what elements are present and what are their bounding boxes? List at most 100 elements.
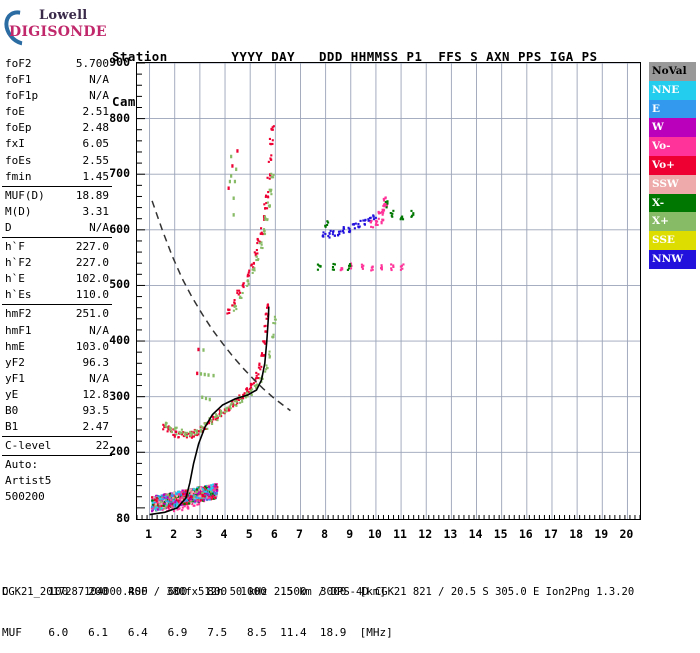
legend-item-nnw[interactable]: NNW (649, 249, 696, 269)
data-point (350, 264, 353, 267)
data-point (236, 149, 239, 153)
data-point (183, 433, 186, 436)
data-point (271, 128, 274, 131)
data-point (232, 196, 235, 200)
data-point (191, 490, 195, 494)
data-point (210, 484, 213, 487)
data-point (189, 502, 193, 505)
data-point (206, 427, 209, 430)
data-point (389, 211, 392, 215)
data-point (180, 428, 183, 431)
data-point (207, 373, 210, 377)
data-point (162, 428, 165, 431)
logo-lowell-text: Lowell (39, 8, 88, 23)
data-point (181, 489, 184, 492)
x-axis-label: 3 (195, 527, 203, 541)
data-point (197, 433, 200, 436)
data-point (151, 510, 154, 513)
legend-item-w[interactable]: W (649, 118, 696, 138)
param-separator (2, 237, 112, 239)
data-point (399, 268, 402, 271)
data-point (270, 127, 273, 130)
data-point (370, 269, 373, 272)
data-point (412, 213, 415, 216)
data-point (192, 504, 195, 507)
legend-item-x-[interactable]: X+ (649, 212, 696, 232)
data-point (175, 498, 178, 501)
legend-item-x-[interactable]: X- (649, 193, 696, 213)
data-point (172, 495, 175, 498)
data-series (162, 303, 270, 439)
legend-item-nne[interactable]: NNE (649, 80, 696, 100)
data-point (255, 374, 258, 377)
data-point (262, 340, 265, 343)
data-point (233, 399, 236, 402)
data-point (242, 393, 245, 396)
data-point (390, 263, 393, 266)
data-point (360, 263, 363, 266)
data-point (252, 382, 255, 385)
data-point (342, 227, 346, 230)
data-point (252, 266, 255, 269)
data-point (164, 498, 167, 501)
data-point (174, 501, 177, 504)
x-axis-label: 19 (594, 527, 609, 541)
data-point (192, 488, 195, 491)
data-point (363, 223, 366, 226)
data-point (160, 494, 163, 497)
y-axis-label: 200 (109, 444, 130, 459)
distance-row: D 100 200 400 600 800 1000 1500 3000 [km… (2, 585, 387, 599)
x-axis-label: 2 (170, 527, 178, 541)
data-point (208, 484, 211, 487)
data-point (162, 505, 165, 509)
param-label: D (5, 220, 12, 234)
data-point (170, 499, 173, 502)
data-point (194, 488, 197, 491)
data-point (187, 490, 191, 493)
data-point (347, 226, 350, 229)
data-point (196, 498, 199, 501)
x-axis-label: 20 (619, 527, 634, 541)
data-point (161, 507, 164, 510)
ionogram-plot[interactable] (136, 62, 641, 520)
data-point (272, 176, 275, 179)
data-point (380, 222, 383, 225)
data-point (380, 220, 383, 224)
lowell-digisonde-logo: Lowell DIGISONDE (0, 3, 107, 53)
param-label: foEs (5, 153, 32, 167)
data-point (219, 409, 223, 412)
data-point (348, 227, 351, 231)
legend-item-vo-[interactable]: Vo- (649, 137, 696, 156)
data-point (176, 499, 179, 502)
data-point (205, 496, 208, 499)
data-series (164, 315, 277, 437)
data-point (264, 207, 267, 210)
data-point (244, 396, 247, 399)
data-point (205, 427, 208, 430)
data-point (359, 219, 362, 222)
data-point (270, 188, 273, 191)
data-point (159, 500, 163, 503)
data-point (212, 483, 215, 486)
legend-item-noval[interactable]: NoVal (649, 62, 696, 81)
data-point (195, 490, 198, 493)
param-label: foE (5, 105, 25, 119)
data-point (203, 490, 206, 493)
legend-item-vo-[interactable]: Vo+ (649, 155, 696, 175)
legend-item-sse[interactable]: SSE (649, 231, 696, 250)
legend-item-ssw[interactable]: SSW (649, 174, 696, 194)
data-point (372, 214, 375, 217)
file-footer: CGK21_2017287104000.RSF / 380fx512h 50 k… (2, 586, 635, 598)
legend-item-e[interactable]: E (649, 99, 696, 119)
param-row: hmE 103.0 (2, 339, 112, 355)
param-row: C-level 22 (2, 438, 112, 454)
x-axis-label: 17 (544, 527, 558, 541)
param-value: 2.55 (82, 153, 110, 167)
y-axis-label: 600 (109, 221, 130, 236)
data-point (207, 496, 210, 500)
data-point (251, 268, 254, 271)
data-point (200, 428, 203, 431)
data-point (264, 370, 267, 373)
data-point (182, 494, 186, 498)
data-point (268, 355, 271, 358)
